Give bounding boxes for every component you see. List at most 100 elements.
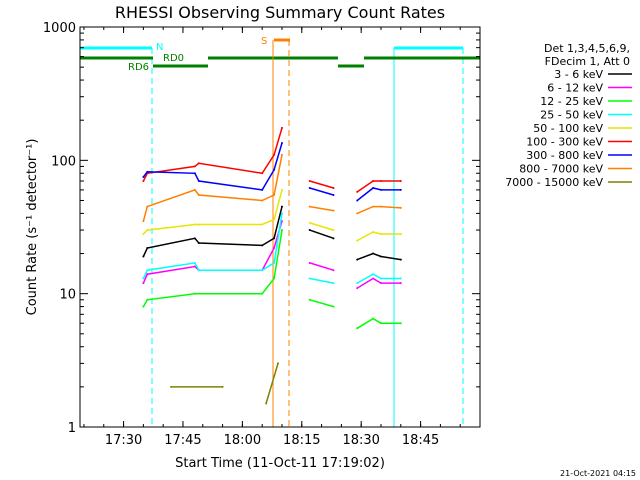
series-point [146, 269, 149, 272]
series-point [193, 292, 196, 295]
footer-timestamp: 21-Oct-2021 04:15 [560, 469, 636, 478]
series-point [379, 322, 382, 325]
series-point [261, 244, 264, 247]
series-line [142, 206, 283, 257]
series-point [332, 237, 335, 240]
series-point [273, 261, 276, 264]
series-point [193, 237, 196, 240]
band-label: S [261, 36, 267, 47]
series-point [372, 187, 375, 190]
series-point [399, 179, 402, 182]
series-point [399, 233, 402, 236]
series-point [356, 199, 359, 202]
series-point [273, 277, 276, 280]
series-line [309, 180, 334, 189]
series-point [356, 239, 359, 242]
x-tick-label: 17:30 [105, 433, 142, 448]
series-point [308, 187, 311, 190]
series-line [142, 142, 283, 191]
series-point [261, 172, 264, 175]
series-point [280, 212, 283, 215]
legend-header: FDecim 1, Att 0 [545, 55, 630, 68]
legend-entry-label: 12 - 25 keV [540, 95, 603, 108]
series-point [399, 322, 402, 325]
series-line [356, 205, 401, 215]
series-point [280, 153, 283, 156]
series-point [193, 223, 196, 226]
series-point [197, 193, 200, 196]
legend-entry-label: 800 - 7000 keV [519, 163, 603, 176]
series-point [372, 273, 375, 276]
legend-entry-label: 50 - 100 keV [533, 122, 603, 135]
series-point [273, 247, 276, 250]
series-point [193, 165, 196, 168]
band-label: N [156, 42, 163, 53]
y-axis: 1 10 100 1000 [43, 21, 480, 436]
series-line [142, 220, 283, 284]
series-point [142, 277, 145, 280]
x-axis-label: Start Time (11-Oct-11 17:19:02) [175, 456, 385, 471]
series-point [308, 277, 311, 280]
series-point [356, 327, 359, 330]
legend-entry-label: 3 - 6 keV [554, 68, 603, 81]
x-axis: 17:30 17:45 18:00 18:15 18:30 18:45 [83, 27, 481, 448]
chart-title: RHESSI Observing Summary Count Rates [115, 3, 445, 22]
series-point [379, 233, 382, 236]
series-line [309, 205, 334, 212]
series-point [379, 205, 382, 208]
series-line [356, 252, 401, 261]
series-point [170, 385, 173, 388]
legend-entry-label: 300 - 800 keV [526, 149, 603, 162]
legend-entry-label: 7000 - 15000 keV [505, 176, 603, 189]
series-point [193, 261, 196, 264]
series-point [197, 241, 200, 244]
series-point [332, 193, 335, 196]
y-tick-label: 100 [51, 154, 76, 169]
series-point [193, 172, 196, 175]
y-tick-label: 1000 [43, 21, 76, 36]
series-point [332, 187, 335, 190]
series-line [309, 229, 334, 240]
series-point [261, 269, 264, 272]
series-point [142, 220, 145, 223]
series-point [379, 282, 382, 285]
series-point [273, 193, 276, 196]
series-point [142, 233, 145, 236]
band-label: RD0 [163, 53, 184, 64]
series-line [265, 363, 279, 404]
series-point [280, 141, 283, 144]
series-point [261, 292, 264, 295]
series-point [308, 179, 311, 182]
series-point [221, 385, 224, 388]
y-axis-label: Count Rate (s⁻¹ detector⁻¹) [25, 139, 40, 316]
series-point [399, 188, 402, 191]
series-point [372, 252, 375, 255]
series-point [261, 199, 264, 202]
series-point [332, 282, 335, 285]
series-point [332, 305, 335, 308]
series-point [261, 223, 264, 226]
series-point [142, 179, 145, 182]
series-point [280, 188, 283, 191]
series-point [197, 162, 200, 165]
series-layer [142, 126, 402, 405]
series-point [280, 205, 283, 208]
series-line [309, 299, 334, 308]
series-point [308, 298, 311, 301]
series-point [308, 205, 311, 208]
series-line [309, 277, 334, 284]
series-point [273, 218, 276, 221]
series-point [280, 229, 283, 232]
legend-header: Det 1,3,4,5,6,9, [544, 42, 630, 55]
series-line [356, 317, 401, 329]
series-point [372, 231, 375, 234]
series-point [142, 282, 145, 285]
series-point [308, 229, 311, 232]
series-line [356, 187, 401, 202]
series-line [356, 273, 401, 284]
series-line [309, 187, 334, 196]
series-point [308, 221, 311, 224]
series-point [332, 229, 335, 232]
series-point [197, 292, 200, 295]
series-point [142, 175, 145, 178]
